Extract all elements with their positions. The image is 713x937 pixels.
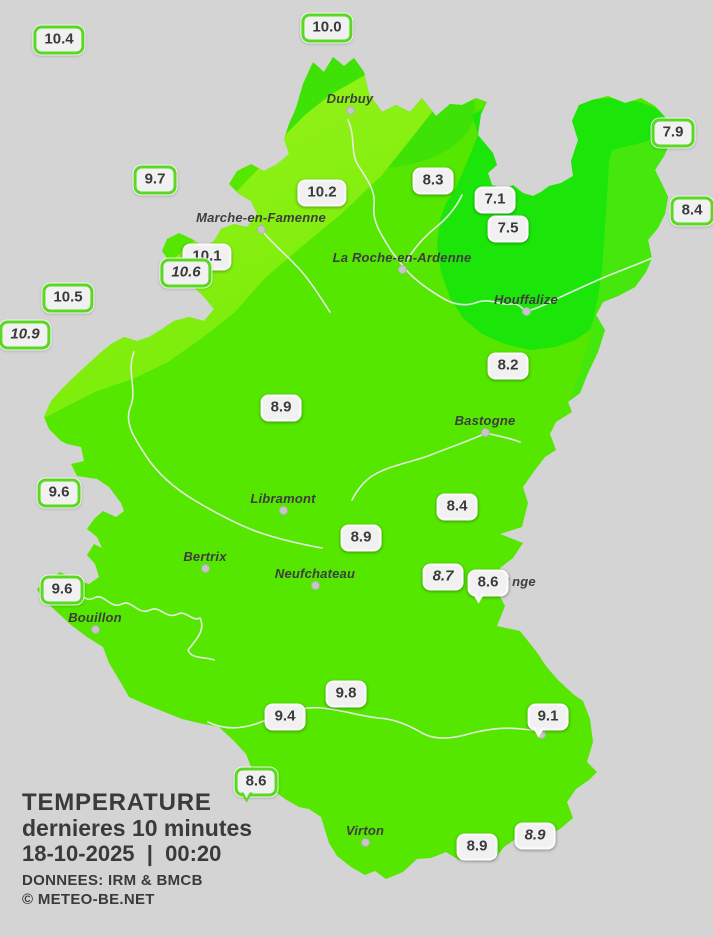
temp-badge: 9.4 [264,703,306,731]
city-label-marche-en-famenne: Marche-en-Famenne [196,210,326,225]
temp-value: 9.1 [537,707,559,725]
city-dot [310,580,320,590]
temp-value: 10.6 [171,263,201,281]
city-label-bastogne: Bastogne [454,413,516,428]
temp-value: 8.9 [270,398,292,416]
city-dot [345,105,355,115]
temp-badge: 10.9 [0,320,51,350]
temp-badge: 9.6 [40,575,84,605]
temp-value: 8.3 [422,171,444,189]
boundary-bay [405,194,463,263]
date-time: 18-10-2025 | 00:20 [22,841,222,866]
city-label-durbuy: Durbuy [326,91,374,106]
temp-value: 9.8 [335,684,357,702]
temp-value: 8.7 [432,567,454,585]
city-label-bouillon: Bouillon [68,610,122,625]
city-dot [256,224,266,234]
temp-value: 7.9 [662,123,684,141]
temp-badge: 7.5 [487,215,529,243]
temp-value: 8.9 [524,826,546,844]
city-dot [480,427,490,437]
temp-value: 9.4 [274,707,296,725]
temp-badge: 8.2 [487,352,529,380]
temp-badge: 8.4 [670,196,713,226]
data-source: DONNEES: IRM & BMCB [22,872,203,889]
river-bastogne-west [351,433,485,501]
temp-value: 10.9 [10,325,40,343]
temp-badge: 8.9 [514,822,556,850]
city-label-neufchateau: Neufchateau [274,566,356,581]
temp-badge: 8.7 [422,563,464,591]
page-subtitle: dernieres 10 minutes [22,815,253,841]
temp-value: 8.4 [446,497,468,515]
city-dot [278,505,288,515]
temp-badge: 9.6 [37,478,81,508]
city-label-libramont: Libramont [250,491,316,506]
temp-badge: 8.6 [467,569,509,604]
boundary-central [127,351,323,549]
temp-badge: 8.9 [456,833,498,861]
temp-value: 10.5 [53,288,83,306]
city-dot [200,563,210,573]
temp-value: 9.6 [48,483,70,501]
city-label-martelange-partial: nge [512,574,536,589]
city-dot [397,264,407,274]
temp-badge: 8.9 [340,524,382,552]
temp-value: 10.0 [312,18,342,36]
temp-badge: 7.1 [474,186,516,214]
temp-badge: 9.7 [133,165,177,195]
temp-badge: 8.4 [436,493,478,521]
temp-badge: 8.6 [234,767,278,803]
boundary-marche [262,231,331,313]
temp-badge: 10.0 [301,13,353,43]
temp-badge: 10.5 [42,283,94,313]
title-block: TEMPERATURE dernieres 10 minutes 18-10-2… [22,790,252,909]
temp-value: 8.6 [477,573,499,591]
temp-badge: 8.9 [260,394,302,422]
temp-badge: 9.8 [325,680,367,708]
temp-value: 8.4 [681,201,703,219]
temp-value: 8.6 [245,772,267,790]
city-dot [521,306,531,316]
temp-value: 8.2 [497,356,519,374]
city-label-houffalize: Houffalize [494,292,558,307]
river-ourthe [347,119,527,313]
temp-value: 8.9 [466,837,488,855]
temp-badge: 10.6 [160,258,212,288]
temp-value: 10.4 [44,30,74,48]
page-title: TEMPERATURE [22,789,212,816]
temp-badge: 10.4 [33,25,85,55]
city-label-bertrix: Bertrix [183,549,227,564]
city-label-la-roche-en-ardenne: La Roche-en-Ardenne [332,250,472,265]
temp-value: 9.7 [144,170,166,188]
temp-value: 7.1 [484,190,506,208]
temp-value: 9.6 [51,580,73,598]
temp-value: 10.2 [307,183,337,201]
city-label-virton: Virton [345,823,385,838]
boundary-northeast [525,257,653,313]
temp-badge: 8.3 [412,167,454,195]
temp-badge: 7.9 [651,118,695,148]
temp-badge: 10.2 [297,179,347,207]
city-dot [90,624,100,634]
copyright: © METEO-BE.NET [22,891,155,908]
city-dot [360,837,370,847]
temp-badge: 9.1 [527,703,569,738]
temp-value: 7.5 [497,219,519,237]
temp-value: 8.9 [350,528,372,546]
